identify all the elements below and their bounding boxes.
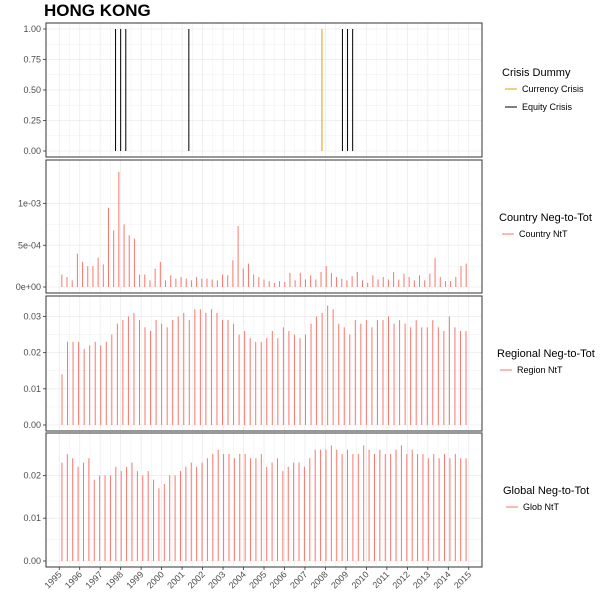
x-tick-label: 1997 xyxy=(83,569,104,590)
y-tick-label: 0e+00 xyxy=(16,282,41,292)
x-tick-label: 2015 xyxy=(452,569,473,590)
panel-border xyxy=(45,22,483,158)
x-tick-label: 2000 xyxy=(145,569,166,590)
panel-border xyxy=(45,295,483,432)
x-tick-label: 2006 xyxy=(268,569,289,590)
legend-title: Global Neg-to-Tot xyxy=(503,485,589,497)
y-tick-label: 0.00 xyxy=(23,420,41,430)
x-tick-label: 2012 xyxy=(391,569,412,590)
legend-title: Crisis Dummy xyxy=(502,67,571,79)
x-tick-label: 1996 xyxy=(63,569,84,590)
legend-title: Regional Neg-to-Tot xyxy=(497,348,595,360)
x-tick-label: 2013 xyxy=(411,569,432,590)
legend-item-label: Region NtT xyxy=(517,365,563,375)
legend-item-label: Currency Crisis xyxy=(522,84,584,94)
x-tick-label: 2010 xyxy=(350,569,371,590)
x-tick-label: 2004 xyxy=(227,569,248,590)
y-tick-label: 0.02 xyxy=(23,470,41,480)
y-tick-label: 0.00 xyxy=(23,556,41,566)
x-tick-label: 2002 xyxy=(186,569,207,590)
legend-item-label: Glob NtT xyxy=(523,502,560,512)
x-tick-label: 2001 xyxy=(165,569,186,590)
x-tick-label: 1995 xyxy=(42,569,63,590)
y-tick-label: 1.00 xyxy=(23,24,41,34)
y-tick-label: 0.01 xyxy=(23,384,41,394)
x-tick-label: 2008 xyxy=(309,569,330,590)
x-tick-label: 2011 xyxy=(371,569,392,590)
y-tick-label: 0.50 xyxy=(23,85,41,95)
y-tick-label: 0.02 xyxy=(23,348,41,358)
y-tick-label: 0.03 xyxy=(23,311,41,321)
legend-item-label: Equity Crisis xyxy=(522,102,573,112)
y-tick-label: 5e-04 xyxy=(18,240,41,250)
chart-title: HONG KONG xyxy=(44,1,151,20)
x-tick-label: 2007 xyxy=(288,569,309,590)
y-tick-label: 0.75 xyxy=(23,55,41,65)
panel-border xyxy=(45,159,483,294)
y-tick-label: 0.01 xyxy=(23,513,41,523)
x-tick-label: 1999 xyxy=(124,569,145,590)
x-tick-label: 2003 xyxy=(206,569,227,590)
y-tick-label: 1e-03 xyxy=(18,199,41,209)
y-tick-label: 0.25 xyxy=(23,116,41,126)
x-tick-label: 1998 xyxy=(104,569,125,590)
x-tick-label: 2014 xyxy=(431,569,452,590)
legend-title: Country Neg-to-Tot xyxy=(499,212,592,224)
legend-item-label: Country NtT xyxy=(519,229,568,239)
x-tick-label: 2005 xyxy=(247,569,268,590)
y-tick-label: 0.00 xyxy=(23,146,41,156)
x-tick-label: 2009 xyxy=(329,569,350,590)
